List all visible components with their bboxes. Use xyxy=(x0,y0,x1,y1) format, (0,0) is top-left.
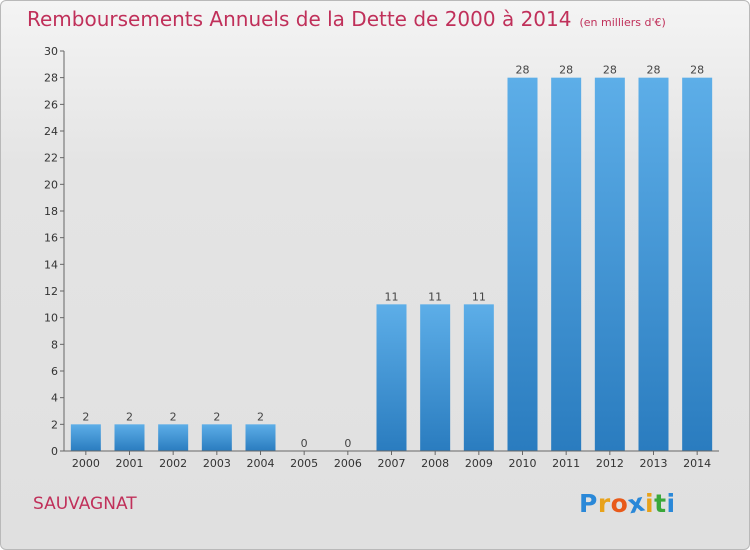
x-tick-label-2007: 2007 xyxy=(378,457,406,470)
x-tick-label-2009: 2009 xyxy=(465,457,493,470)
logo-letter: i xyxy=(645,489,655,518)
bar-2013 xyxy=(638,77,669,452)
bar-2014 xyxy=(682,77,713,452)
x-tick-label-2002: 2002 xyxy=(159,457,187,470)
y-tick-label: 16 xyxy=(44,232,58,245)
x-tick-label-2005: 2005 xyxy=(290,457,318,470)
y-tick-label: 10 xyxy=(44,312,58,325)
bar-2009 xyxy=(463,304,494,451)
x-tick-label-2004: 2004 xyxy=(247,457,275,470)
x-tick-label-2001: 2001 xyxy=(116,457,144,470)
data-label-2007: 11 xyxy=(385,290,399,303)
data-label-2000: 2 xyxy=(82,410,89,423)
data-label-2012: 28 xyxy=(603,64,617,77)
logo-letter: i xyxy=(666,489,676,518)
data-label-2005: 0 xyxy=(301,437,308,450)
y-tick-label: 12 xyxy=(44,285,58,298)
x-tick-label-2013: 2013 xyxy=(640,457,668,470)
y-tick-label: 6 xyxy=(51,365,58,378)
y-tick-label: 8 xyxy=(51,338,58,351)
y-tick-label: 24 xyxy=(44,125,58,138)
logo-letter: r xyxy=(597,489,611,518)
y-tick-label: 30 xyxy=(44,45,58,58)
bar-2010 xyxy=(507,77,538,452)
bars-group: 2 2 2 2 2 0 0 11 11 11 28 28 28 28 28 xyxy=(70,64,713,452)
data-label-2008: 11 xyxy=(428,290,442,303)
x-tick-label-2008: 2008 xyxy=(421,457,449,470)
data-label-2001: 2 xyxy=(126,410,133,423)
bar-2008 xyxy=(420,304,451,451)
data-label-2004: 2 xyxy=(257,410,264,423)
logo-letter: o xyxy=(610,489,629,518)
bar-2012 xyxy=(594,77,625,452)
y-tick-label: 2 xyxy=(51,418,58,431)
x-tick-label-2006: 2006 xyxy=(334,457,362,470)
bar-2001 xyxy=(114,424,145,451)
chart-title: Remboursements Annuels de la Dette de 20… xyxy=(27,7,666,31)
y-tick-label: 18 xyxy=(44,205,58,218)
y-tick-label: 28 xyxy=(44,72,58,85)
y-tick-label: 26 xyxy=(44,98,58,111)
y-tick-label: 0 xyxy=(51,445,58,458)
logo-letter: P xyxy=(579,489,598,518)
y-tick-label: 14 xyxy=(44,258,58,271)
data-label-2002: 2 xyxy=(170,410,177,423)
data-label-2010: 28 xyxy=(516,64,530,77)
y-tick-label: 22 xyxy=(44,152,58,165)
data-label-2009: 11 xyxy=(472,290,486,303)
x-tick-label-2003: 2003 xyxy=(203,457,231,470)
x-tick-label-2000: 2000 xyxy=(72,457,100,470)
x-tick-label-2011: 2011 xyxy=(552,457,580,470)
data-label-2011: 28 xyxy=(559,64,573,77)
bar-2002 xyxy=(158,424,189,451)
bar-2000 xyxy=(70,424,101,451)
y-tick-label: 4 xyxy=(51,392,58,405)
title-text: Remboursements Annuels de la Dette de 20… xyxy=(27,7,572,31)
data-label-2014: 28 xyxy=(690,64,704,77)
chart-subtitle: (en milliers d'€) xyxy=(579,16,666,29)
data-label-2003: 2 xyxy=(213,410,220,423)
data-label-2013: 28 xyxy=(647,64,661,77)
bar-2004 xyxy=(245,424,276,451)
x-tick-label-2012: 2012 xyxy=(596,457,624,470)
bar-2007 xyxy=(376,304,407,451)
y-tick-label: 20 xyxy=(44,178,58,191)
proxiti-logo: Proxiti xyxy=(579,488,676,520)
location-label: SAUVAGNAT xyxy=(33,494,137,514)
logo-letter: t xyxy=(654,489,667,518)
bar-2011 xyxy=(551,77,582,452)
x-tick-label-2010: 2010 xyxy=(509,457,537,470)
bar-2003 xyxy=(201,424,232,451)
x-tick-label-2014: 2014 xyxy=(683,457,711,470)
data-label-2006: 0 xyxy=(344,437,351,450)
